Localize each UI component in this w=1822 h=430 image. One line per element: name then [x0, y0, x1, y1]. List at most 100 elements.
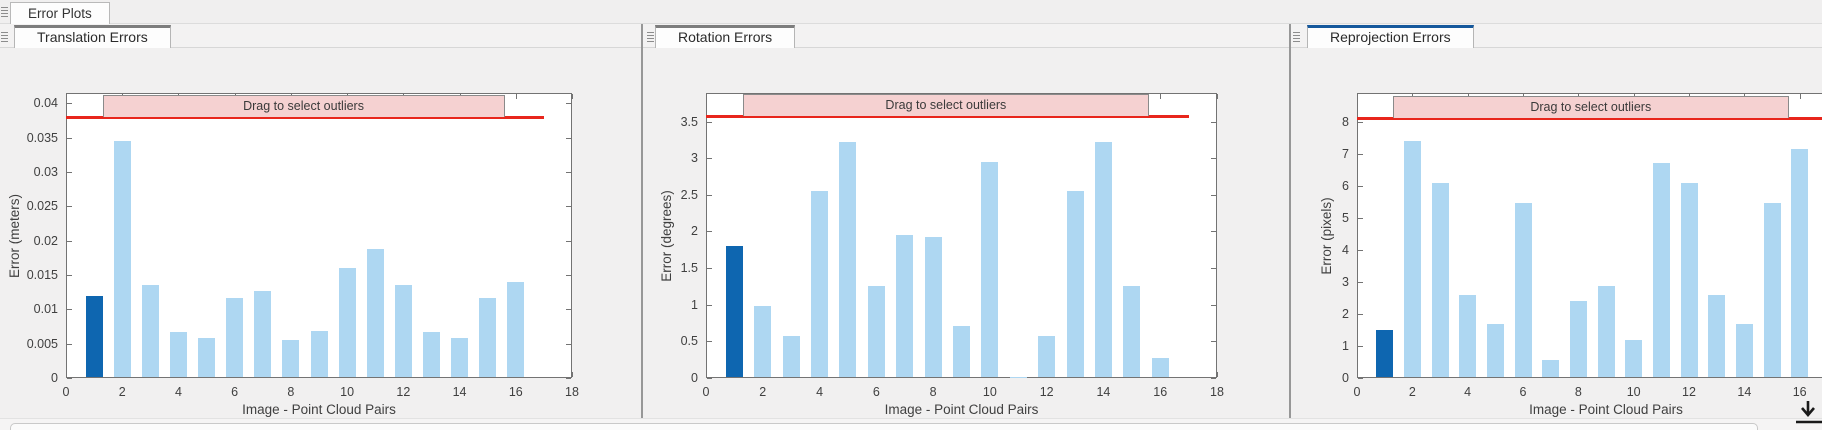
tab-reprojection-errors[interactable]: Reprojection Errors — [1307, 25, 1474, 48]
y-tick-label: 3 — [691, 151, 698, 166]
y-tick-mark — [1358, 378, 1363, 379]
y-tick-label: 0.03 — [33, 164, 58, 179]
bar[interactable] — [953, 325, 970, 377]
panel-divider[interactable] — [641, 24, 643, 418]
bar[interactable] — [1625, 339, 1643, 377]
bar[interactable] — [1791, 149, 1809, 377]
bar[interactable] — [169, 331, 187, 377]
bar[interactable] — [1569, 301, 1587, 377]
y-tick-mark — [1358, 121, 1363, 123]
dock-down-arrow-icon[interactable] — [1794, 398, 1822, 430]
tab-translation-errors[interactable]: Translation Errors — [14, 25, 171, 48]
panel-divider[interactable] — [1289, 24, 1291, 418]
bar[interactable] — [1542, 360, 1560, 377]
y-tick-mark — [707, 304, 712, 306]
x-tick-label: 18 — [1210, 385, 1224, 399]
bar[interactable] — [1680, 182, 1698, 377]
bar[interactable] — [1763, 203, 1781, 377]
bar[interactable] — [924, 237, 942, 377]
bar[interactable] — [1009, 376, 1027, 378]
outlier-selection-band[interactable]: Drag to select outliers — [102, 95, 505, 118]
bar[interactable] — [254, 290, 272, 377]
bar[interactable] — [479, 297, 497, 377]
x-tick-label: 4 — [1464, 385, 1472, 399]
document-tab-bar: Error Plots — [0, 0, 1822, 24]
bar[interactable] — [782, 336, 800, 377]
bar-highlighted[interactable] — [725, 246, 743, 377]
y-tick-mark — [1358, 313, 1363, 315]
bar[interactable] — [1431, 182, 1449, 377]
threshold-line — [66, 116, 544, 120]
drag-grip-icon[interactable] — [1293, 30, 1302, 44]
y-tick-mark — [1358, 345, 1363, 347]
bar[interactable] — [282, 339, 300, 377]
x-tick-label: 2 — [1408, 385, 1416, 399]
x-tick-label: 2 — [118, 385, 126, 399]
bar[interactable] — [1123, 286, 1141, 377]
bar[interactable] — [1038, 336, 1056, 377]
y-tick-mark — [707, 268, 712, 270]
bar[interactable] — [141, 285, 159, 377]
bar[interactable] — [811, 191, 829, 377]
y-tick-label: 0.005 — [26, 336, 58, 351]
drag-grip-icon[interactable] — [1, 30, 10, 44]
bar[interactable] — [1094, 142, 1112, 377]
bar-highlighted[interactable] — [85, 295, 103, 377]
x-tick-label: 4 — [174, 385, 182, 399]
y-tick-label: 6 — [1342, 178, 1349, 193]
bar[interactable] — [394, 285, 412, 377]
bar[interactable] — [1459, 295, 1477, 377]
bar[interactable] — [1066, 191, 1084, 377]
bar[interactable] — [1151, 358, 1169, 377]
y-tick-label: 7 — [1342, 146, 1349, 161]
x-axis-label: Image - Point Cloud Pairs — [1529, 402, 1683, 417]
y-tick-mark — [67, 343, 72, 345]
outlier-selection-band[interactable]: Drag to select outliers — [1392, 95, 1789, 118]
bar[interactable] — [422, 331, 440, 377]
bar[interactable] — [338, 268, 356, 377]
bar[interactable] — [1708, 295, 1726, 377]
bar[interactable] — [1403, 141, 1421, 377]
tab-error-plots[interactable]: Error Plots — [10, 2, 110, 24]
x-tick-label: 8 — [287, 385, 295, 399]
bar[interactable] — [366, 248, 384, 377]
outlier-selection-band[interactable]: Drag to select outliers — [742, 94, 1149, 117]
bar[interactable] — [310, 331, 328, 377]
bar[interactable] — [981, 161, 999, 377]
y-tick-label: 2 — [1342, 306, 1349, 321]
bar[interactable] — [113, 141, 131, 377]
x-tick-label: 8 — [929, 385, 937, 399]
bar[interactable] — [867, 286, 885, 377]
y-axis-label: Error (pixels) — [1319, 196, 1334, 275]
y-tick-label: 2 — [691, 224, 698, 239]
y-tick-label: 0.04 — [33, 96, 58, 111]
y-tick-mark — [67, 274, 72, 276]
bar[interactable] — [451, 338, 469, 377]
bar[interactable] — [198, 338, 216, 377]
drag-grip-icon[interactable] — [1, 5, 10, 19]
tab-rotation-errors[interactable]: Rotation Errors — [655, 25, 796, 48]
bar[interactable] — [839, 142, 857, 377]
x-tick-mark — [1357, 94, 1358, 99]
bar[interactable] — [507, 281, 525, 377]
x-tick-mark — [1217, 94, 1218, 99]
bar[interactable] — [226, 297, 244, 377]
y-tick-mark — [67, 171, 72, 173]
drag-grip-icon[interactable] — [647, 30, 656, 44]
bar[interactable] — [896, 235, 914, 377]
bar[interactable] — [1486, 323, 1504, 377]
x-tick-label: 10 — [982, 385, 997, 399]
bar[interactable] — [1735, 323, 1753, 377]
y-tick-label: 4 — [1342, 242, 1349, 257]
band-label: Drag to select outliers — [243, 99, 364, 114]
x-tick-mark — [572, 372, 573, 377]
bar[interactable] — [754, 306, 772, 377]
bar[interactable] — [1597, 286, 1615, 377]
bar[interactable] — [1652, 163, 1670, 377]
y-tick-label: 3.5 — [680, 114, 698, 129]
bar-highlighted[interactable] — [1376, 329, 1394, 377]
band-label: Drag to select outliers — [1530, 99, 1652, 114]
x-tick-label: 6 — [1519, 385, 1527, 399]
bar[interactable] — [1514, 203, 1532, 377]
